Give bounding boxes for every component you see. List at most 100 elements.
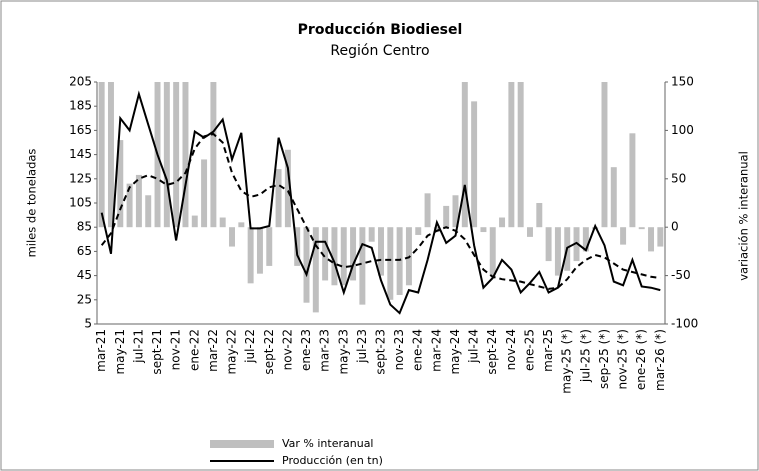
x-tick-label: ene-26 (*) [634, 329, 648, 390]
x-tick-label: nov-25 (*) [616, 329, 630, 390]
bar [517, 82, 524, 228]
moving-average-line [100, 132, 661, 290]
bar [331, 227, 338, 286]
bar [648, 227, 655, 252]
y-tick-label: 25 [77, 292, 92, 306]
bar [471, 101, 478, 228]
bar [303, 227, 310, 303]
bar [378, 227, 384, 276]
x-tick-label: nov-24 [504, 329, 518, 370]
y-tick-label: 85 [77, 220, 92, 234]
bar [415, 227, 422, 235]
bar [536, 203, 543, 228]
x-tick-label: may-22 [225, 329, 239, 375]
y-tick-label: 145 [69, 147, 92, 161]
bar [387, 227, 394, 300]
y2-tick-label: -100 [671, 317, 698, 331]
bar [191, 215, 198, 228]
y-axis-label: miles de toneladas [25, 149, 39, 258]
bar [359, 227, 366, 305]
x-tick-label: may-23 [336, 329, 350, 375]
bar [554, 227, 561, 276]
x-tick-label: jul-25 (*) [578, 329, 592, 383]
y-tick-label: 185 [69, 99, 92, 113]
y-tick-label: 165 [69, 123, 92, 137]
bar [312, 227, 319, 313]
bar [461, 82, 468, 228]
bar [368, 227, 375, 242]
bar [163, 82, 170, 228]
bar [508, 82, 515, 228]
bar [284, 149, 291, 228]
x-tick-label: ene-23 [299, 329, 313, 371]
bar [266, 227, 273, 266]
x-tick-label: mar-21 [94, 329, 108, 372]
bar [480, 227, 487, 233]
bar [126, 183, 133, 228]
x-tick-label: may-24 [448, 329, 462, 375]
bar [182, 82, 189, 228]
bar [443, 205, 450, 228]
x-tick-label: mar-24 [429, 329, 443, 372]
y-tick-label: 65 [77, 244, 92, 258]
legend-swatch [210, 440, 274, 448]
bar [256, 227, 263, 274]
legend-label: Var % interanual [282, 437, 374, 450]
x-tick-label: mar-22 [206, 329, 220, 372]
x-tick-label: sept-23 [374, 329, 388, 375]
bar [117, 140, 124, 228]
bar [396, 227, 403, 295]
bar [620, 227, 627, 245]
x-tick-label: mar-26 (*) [653, 329, 667, 391]
bar [98, 82, 105, 228]
y-tick-label: 45 [77, 268, 92, 282]
chart-title: Producción Biodiesel [298, 22, 463, 38]
y-tick-label: 125 [69, 171, 92, 185]
line [100, 90, 661, 315]
x-tick-label: ene-22 [187, 329, 201, 371]
x-tick-label: jul-24 [467, 329, 481, 364]
bars [98, 82, 664, 313]
x-tick-label: ene-25 [522, 329, 536, 371]
bar [210, 82, 217, 228]
y2-tick-label: 0 [671, 220, 679, 234]
y-tick-label: 5 [84, 317, 92, 331]
x-tick-label: ene-24 [411, 329, 425, 371]
x-tick-label: sept-24 [485, 329, 499, 375]
x-tick-label: jul-21 [131, 329, 145, 364]
bar [247, 227, 254, 284]
bar [173, 82, 180, 228]
bar [275, 169, 282, 228]
bar [201, 159, 208, 228]
bar [601, 82, 608, 228]
y2-tick-label: -50 [671, 268, 691, 282]
bar [145, 195, 152, 228]
x-tick-label: nov-23 [392, 329, 406, 370]
y-tick-label: 105 [69, 196, 92, 210]
bar [657, 227, 664, 247]
x-tick-label: sept-22 [262, 329, 276, 375]
bar [238, 222, 245, 228]
bar [433, 227, 440, 233]
x-tick-label: mar-23 [318, 329, 332, 372]
bar [610, 167, 617, 228]
y2-axis-label: variación % interanual [737, 151, 751, 281]
x-tick-label: sept-21 [150, 329, 164, 375]
x-tick-label: may-21 [113, 329, 127, 375]
bar [350, 227, 357, 281]
bar [452, 195, 459, 228]
x-tick-label: nov-22 [280, 329, 294, 370]
y2-tick-label: 150 [671, 75, 694, 89]
bar [545, 227, 552, 262]
bar [322, 227, 329, 281]
bar [499, 217, 506, 228]
bar [527, 227, 533, 237]
x-tick-label: mar-25 [541, 329, 555, 372]
chart-subtitle: Región Centro [330, 43, 429, 59]
bar [582, 227, 589, 252]
y-tick-label: 205 [69, 75, 92, 89]
x-tick-label: jul-22 [243, 329, 257, 364]
bar [219, 217, 226, 228]
x-tick-label: may-25 (*) [560, 329, 574, 394]
